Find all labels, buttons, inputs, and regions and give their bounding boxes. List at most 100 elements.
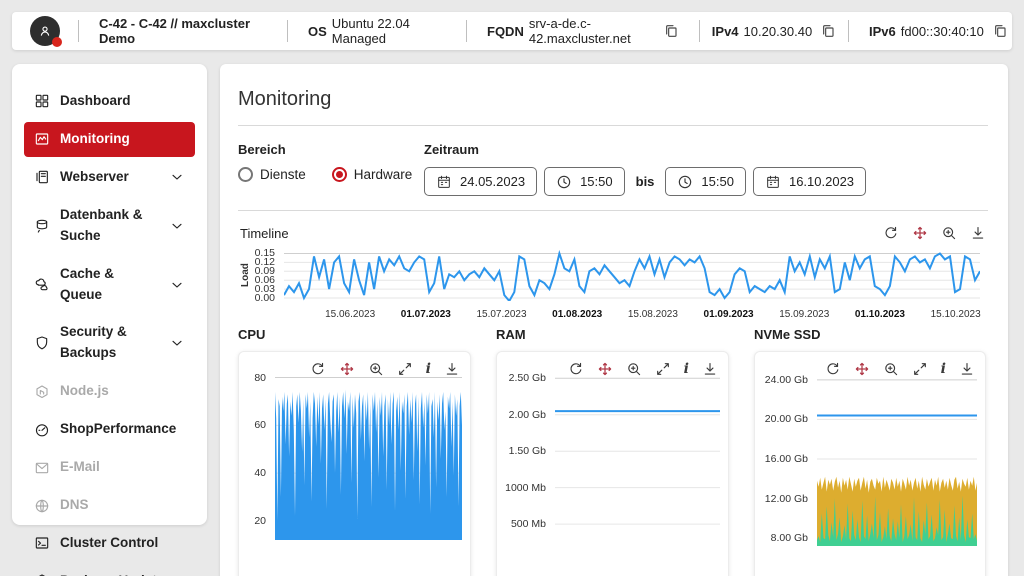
- sidebar-item-dashboard[interactable]: Dashboard: [24, 84, 195, 119]
- refresh-icon[interactable]: [310, 361, 326, 377]
- start-time-input[interactable]: 15:50: [544, 167, 625, 196]
- info-icon[interactable]: i: [425, 361, 431, 377]
- copy-fqdn-icon[interactable]: [663, 23, 679, 39]
- radio-dienste[interactable]: Dienste: [238, 167, 306, 182]
- server-title: C-42 - C-42 // maxcluster Demo: [99, 16, 251, 46]
- cpu-chart[interactable]: i 80 60 40 20: [238, 351, 471, 576]
- end-time-input[interactable]: 15:50: [665, 167, 746, 196]
- nvme-toolbar: i: [825, 361, 975, 377]
- info-icon[interactable]: i: [940, 361, 946, 377]
- y-tick-label: 500 Mb: [510, 518, 546, 531]
- topbar-divider: [848, 20, 849, 42]
- y-tick-label: 20: [254, 514, 266, 527]
- clock-icon: [556, 174, 572, 190]
- charts-row: CPU i 80 60 40 20 RAM i 2.50 Gb 2.00 Gb 1.50 …: [238, 327, 988, 576]
- y-tick-label: 0.12: [254, 256, 275, 269]
- grid-icon: [34, 93, 50, 109]
- zoom-in-icon[interactable]: [941, 225, 957, 241]
- zeitraum-label: Zeitraum: [424, 142, 479, 157]
- sidebar-item-webserver[interactable]: Webserver: [24, 160, 195, 195]
- download-icon[interactable]: [702, 361, 718, 377]
- y-tick-label: 20.00 Gb: [764, 413, 808, 426]
- radio-label: Hardware: [353, 167, 413, 182]
- y-tick-label: 80: [254, 371, 266, 384]
- expand-icon[interactable]: [655, 361, 671, 377]
- refresh-icon[interactable]: [568, 361, 584, 377]
- end-date-input[interactable]: 16.10.2023: [752, 167, 867, 196]
- copy-ipv6-icon[interactable]: [992, 23, 1008, 39]
- y-tick-label: 0.06: [254, 274, 275, 287]
- ipv4-value: 10.20.30.40: [743, 23, 813, 39]
- refresh-icon[interactable]: [883, 225, 899, 241]
- pan-icon[interactable]: [339, 361, 355, 377]
- sidebar-item-dns[interactable]: DNS: [24, 488, 195, 523]
- sidebar-item-node-js[interactable]: Node.js: [24, 374, 195, 409]
- y-tick-label: 2.50 Gb: [508, 372, 546, 385]
- download-icon[interactable]: [970, 225, 986, 241]
- y-tick-label: 1.50 Gb: [508, 445, 546, 458]
- calendar-icon: [436, 174, 452, 190]
- pan-icon[interactable]: [854, 361, 870, 377]
- x-tick-label: 15.07.2023: [476, 309, 527, 320]
- ram-chart[interactable]: i 2.50 Gb 2.00 Gb 1.50 Gb 1000 Mb 500 Mb: [496, 351, 729, 576]
- pan-icon[interactable]: [912, 225, 928, 241]
- x-tick-label: 01.08.2023: [552, 309, 603, 320]
- x-tick-label: 15.06.2023: [325, 309, 376, 320]
- ram-chart-title: RAM: [496, 327, 526, 342]
- sidebar-item-cache-queue[interactable]: Cache & Queue: [24, 257, 195, 313]
- radio-dot: [238, 167, 253, 182]
- expand-icon[interactable]: [912, 361, 928, 377]
- clock-icon: [677, 174, 693, 190]
- chevron-down-icon: [169, 169, 185, 185]
- pan-icon[interactable]: [597, 361, 613, 377]
- user-avatar[interactable]: [30, 16, 62, 47]
- zoom-in-icon[interactable]: [883, 361, 899, 377]
- cpu-chart-title: CPU: [238, 327, 266, 342]
- sidebar-item-package-updates[interactable]: Package Updates: [24, 564, 195, 576]
- y-tick-label: 12.00 Gb: [764, 492, 808, 505]
- title-divider: [238, 125, 988, 126]
- zoom-in-icon[interactable]: [368, 361, 384, 377]
- ram-toolbar: i: [568, 361, 718, 377]
- x-tick-label: 01.09.2023: [703, 309, 754, 320]
- shield-icon: [34, 335, 50, 351]
- sidebar-item-label: Webserver: [60, 168, 129, 184]
- nvme-chart-title: NVMe SSD: [754, 327, 821, 342]
- timeline-title: Timeline: [240, 225, 289, 241]
- os-value: Ubuntu 22.04 Managed: [331, 16, 410, 46]
- chevron-down-icon: [169, 335, 185, 351]
- radio-hardware[interactable]: Hardware: [331, 167, 413, 182]
- timeline-chart[interactable]: 0.15 0.12 0.09 0.06 0.03 0.00 Load 15.06.2023 01…: [238, 247, 988, 320]
- nodejs-icon: [34, 384, 50, 400]
- sidebar-item-shopperformance[interactable]: ShopPerformance: [24, 412, 195, 447]
- sidebar-item-label: DNS: [60, 497, 89, 513]
- expand-icon[interactable]: [397, 361, 413, 377]
- bis-label: bis: [635, 174, 655, 189]
- sidebar-item-monitoring[interactable]: Monitoring: [24, 121, 195, 157]
- info-icon[interactable]: i: [683, 361, 689, 377]
- nvme-chart[interactable]: i 24.00 Gb 20.00 Gb 16.00 Gb 12.00 Gb 8.00 G…: [754, 351, 986, 576]
- download-icon[interactable]: [959, 361, 975, 377]
- sidebar-item-label: Node.js: [60, 383, 109, 399]
- chevron-down-icon: [169, 277, 185, 293]
- cpu-toolbar: i: [310, 361, 460, 377]
- refresh-icon[interactable]: [825, 361, 841, 377]
- sidebar-item-e-mail[interactable]: E-Mail: [24, 450, 195, 485]
- x-tick-label: 15.09.2023: [779, 309, 830, 320]
- download-icon[interactable]: [444, 361, 460, 377]
- zoom-in-icon[interactable]: [626, 361, 642, 377]
- sidebar-item-label: Monitoring: [60, 130, 130, 146]
- sidebar-item-label: Cache & Queue: [60, 265, 115, 302]
- globe-icon: [34, 498, 50, 514]
- y-tick-label: 60: [254, 419, 266, 432]
- sidebar-item-security-backups[interactable]: Security & Backups: [24, 315, 195, 371]
- main-content: Monitoring Bereich Dienste Hardware Zeitr…: [220, 64, 1008, 576]
- sidebar-item-datenbank-suche[interactable]: Datenbank & Suche: [24, 198, 195, 254]
- monitoring-icon: [34, 131, 50, 147]
- y-tick-label: 8.00 Gb: [770, 532, 808, 545]
- copy-ipv4-icon[interactable]: [820, 23, 836, 39]
- radio-label: Dienste: [260, 167, 306, 182]
- bereich-radio-group: Dienste Hardware: [238, 167, 424, 182]
- start-date-input[interactable]: 24.05.2023: [424, 167, 538, 196]
- sidebar-item-cluster-control[interactable]: Cluster Control: [24, 526, 195, 561]
